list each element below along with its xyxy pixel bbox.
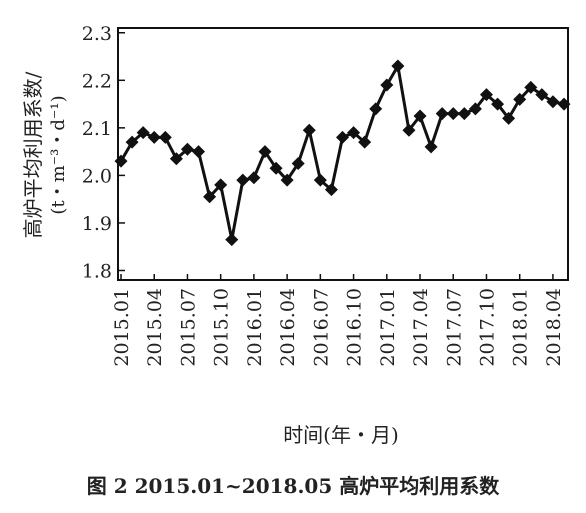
data-point	[225, 233, 239, 247]
data-point	[513, 92, 527, 106]
x-tick-label: 2016.01	[244, 288, 266, 367]
x-tick-label: 2018.04	[543, 288, 565, 367]
data-point	[291, 157, 305, 171]
data-point	[424, 140, 438, 154]
x-tick-label: 2015.04	[144, 288, 166, 367]
x-tick-label: 2017.07	[443, 288, 465, 367]
data-point	[336, 130, 349, 144]
data-point	[391, 59, 405, 73]
data-point	[502, 111, 516, 125]
y-axis: 1.8 1.9 2.0 2.1 2.2 2.3	[82, 23, 125, 282]
x-tick-label: 2017.10	[476, 288, 498, 367]
data-point	[169, 152, 183, 166]
y-tick-label: 2.2	[82, 70, 112, 92]
data-point	[280, 173, 294, 187]
data-point	[313, 173, 327, 187]
x-tick-label: 2015.01	[111, 288, 133, 367]
x-tick-label: 2015.07	[177, 288, 199, 367]
data-point	[136, 126, 150, 140]
x-axis-title: 时间(年・月)	[283, 423, 399, 447]
data-point	[269, 161, 283, 175]
data-point	[236, 173, 250, 187]
data-point	[546, 95, 560, 109]
data-point	[347, 126, 361, 140]
x-tick-label: 2016.07	[310, 288, 332, 367]
figure-caption: 图 2 2015.01~2018.05 高炉平均利用系数	[86, 474, 500, 498]
data-point	[457, 107, 471, 121]
data-point	[479, 88, 493, 102]
series-markers	[114, 59, 571, 247]
data-point	[180, 142, 194, 156]
x-tick-label: 2015.10	[211, 288, 233, 367]
data-point	[369, 102, 383, 116]
y-tick-label: 1.8	[82, 260, 112, 282]
data-point	[491, 97, 505, 111]
data-point	[114, 154, 128, 168]
data-point	[446, 107, 460, 121]
data-point	[247, 171, 261, 185]
y-axis-title-line1: 高炉平均利用系数/	[21, 71, 45, 238]
data-point	[380, 78, 394, 92]
plot-frame	[117, 27, 569, 281]
y-axis-title-line2: (t・m⁻³・d⁻¹)	[48, 95, 69, 214]
x-tick-label: 2016.10	[344, 288, 366, 367]
y-tick-label: 2.0	[82, 165, 112, 187]
data-point	[358, 135, 372, 149]
y-tick-label: 2.1	[82, 118, 112, 140]
data-point	[214, 178, 228, 192]
y-tick-label: 2.3	[82, 23, 112, 45]
data-point	[125, 135, 139, 149]
x-tick-label: 2018.01	[510, 288, 532, 367]
x-tick-label: 2016.04	[277, 288, 299, 367]
data-point	[413, 109, 427, 123]
data-point	[203, 190, 217, 204]
x-tick-label: 2017.04	[410, 288, 432, 367]
data-point	[147, 130, 161, 144]
data-point	[535, 88, 549, 102]
data-point	[192, 145, 206, 159]
y-tick-label: 1.9	[82, 213, 112, 235]
data-point	[158, 130, 172, 144]
data-point	[258, 145, 272, 159]
x-axis: 2015.01 2015.04 2015.07 2015.10 2016.01 2016.…	[111, 274, 565, 367]
data-point	[557, 97, 571, 111]
data-point	[524, 80, 538, 94]
data-point	[435, 107, 449, 121]
x-tick-label: 2017.01	[377, 288, 399, 367]
data-point	[468, 102, 482, 116]
data-point	[324, 183, 338, 197]
data-point	[302, 123, 316, 137]
data-point	[402, 123, 416, 137]
